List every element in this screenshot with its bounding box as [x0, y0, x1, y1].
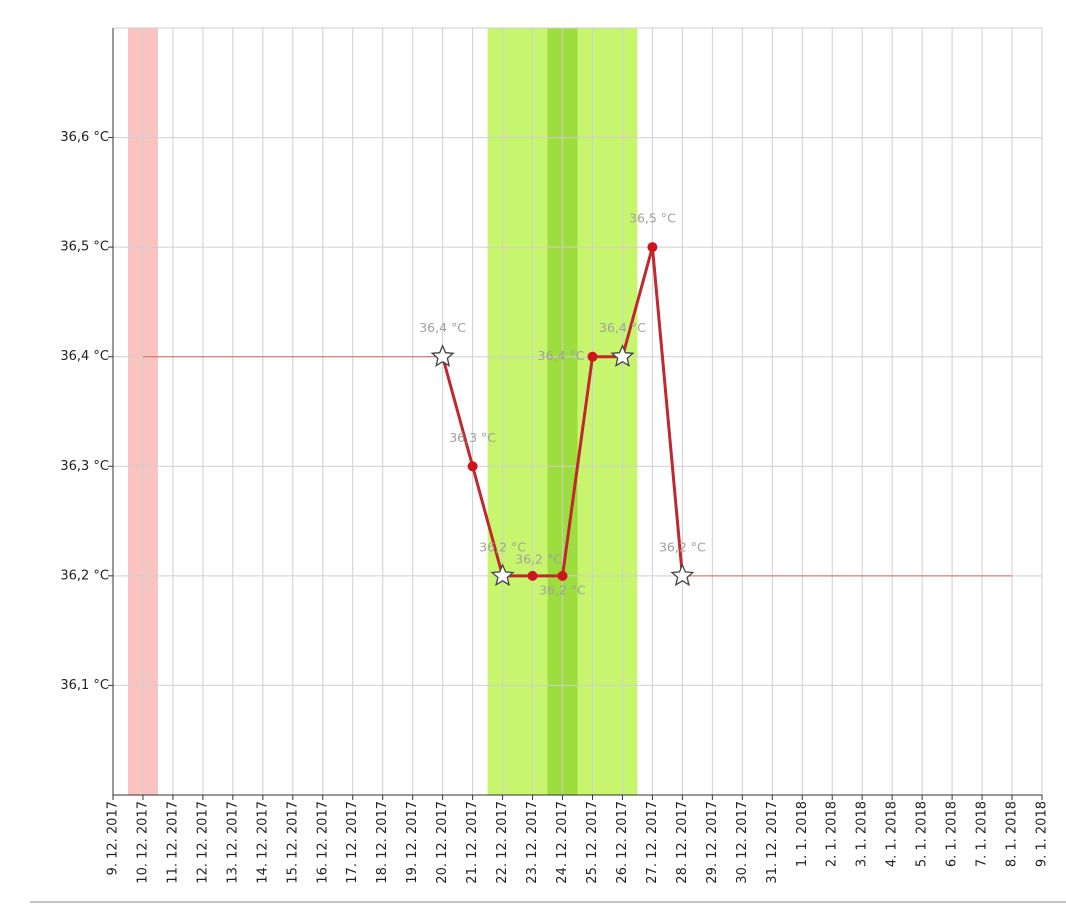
y-tick-label: 36,2 °C — [60, 568, 109, 583]
x-tick-label: 16. 12. 2017 — [315, 801, 330, 884]
x-tick-label: 18. 12. 2017 — [375, 801, 390, 884]
data-label: 36,2 °C — [515, 551, 562, 566]
x-tick-label: 22. 12. 2017 — [495, 801, 510, 884]
y-tick-label: 36,6 °C — [60, 130, 109, 145]
point-marker — [587, 351, 598, 362]
data-label: 36,4 °C — [419, 320, 466, 335]
x-tick-label: 25. 12. 2017 — [585, 801, 600, 884]
x-tick-label: 8. 1. 2018 — [1005, 801, 1020, 867]
x-tick-label: 5. 1. 2018 — [915, 801, 930, 867]
data-label: 36,4 °C — [599, 320, 646, 335]
x-tick-label: 10. 12. 2017 — [135, 801, 150, 884]
x-tick-label: 6. 1. 2018 — [945, 801, 960, 867]
x-tick-label: 13. 12. 2017 — [225, 801, 240, 884]
x-tick-label: 31. 12. 2017 — [765, 801, 780, 884]
x-tick-label: 9. 12. 2017 — [106, 801, 121, 875]
x-tick-label: 24. 12. 2017 — [555, 801, 570, 884]
x-tick-label: 19. 12. 2017 — [405, 801, 420, 884]
x-tick-label: 4. 1. 2018 — [885, 801, 900, 867]
x-tick-label: 12. 12. 2017 — [195, 801, 210, 884]
x-tick-label: 26. 12. 2017 — [615, 801, 630, 884]
x-tick-label: 21. 12. 2017 — [465, 801, 480, 884]
star-marker — [670, 563, 695, 587]
x-tick-label: 30. 12. 2017 — [735, 801, 750, 884]
star-marker — [610, 344, 635, 367]
x-tick-label: 23. 12. 2017 — [525, 801, 540, 884]
x-tick-label: 9. 1. 2018 — [1035, 801, 1050, 867]
x-tick-label: 28. 12. 2017 — [675, 801, 690, 884]
x-tick-label: 2. 1. 2018 — [825, 801, 840, 867]
x-tick-label: 29. 12. 2017 — [705, 801, 720, 884]
y-tick-label: 36,5 °C — [60, 240, 109, 255]
data-label: 36,2 °C — [479, 539, 526, 554]
data-label: 36,4 °C — [538, 348, 585, 363]
point-marker — [467, 461, 478, 472]
data-label: 36,3 °C — [449, 430, 496, 445]
star-marker — [490, 563, 515, 587]
trend-line — [142, 356, 1013, 577]
data-label: 36,5 °C — [629, 211, 676, 226]
y-tick-label: 36,4 °C — [60, 349, 109, 364]
star-marker — [430, 344, 455, 367]
x-tick-label: 7. 1. 2018 — [975, 801, 990, 867]
x-tick-label: 15. 12. 2017 — [285, 801, 300, 884]
data-label: 36,2 °C — [659, 539, 706, 554]
x-tick-label: 1. 1. 2018 — [795, 801, 810, 867]
data-label: 36,2 °C — [539, 582, 586, 597]
point-marker — [527, 570, 538, 581]
y-tick-label: 36,3 °C — [60, 459, 109, 474]
point-marker — [647, 242, 658, 253]
x-tick-label: 14. 12. 2017 — [255, 801, 270, 884]
x-tick-label: 3. 1. 2018 — [855, 801, 870, 867]
x-tick-label: 11. 12. 2017 — [165, 801, 180, 884]
point-marker — [557, 570, 568, 581]
x-tick-label: 17. 12. 2017 — [345, 801, 360, 884]
x-tick-label: 27. 12. 2017 — [645, 801, 660, 884]
y-tick-label: 36,1 °C — [60, 678, 109, 693]
x-tick-label: 20. 12. 2017 — [435, 801, 450, 884]
